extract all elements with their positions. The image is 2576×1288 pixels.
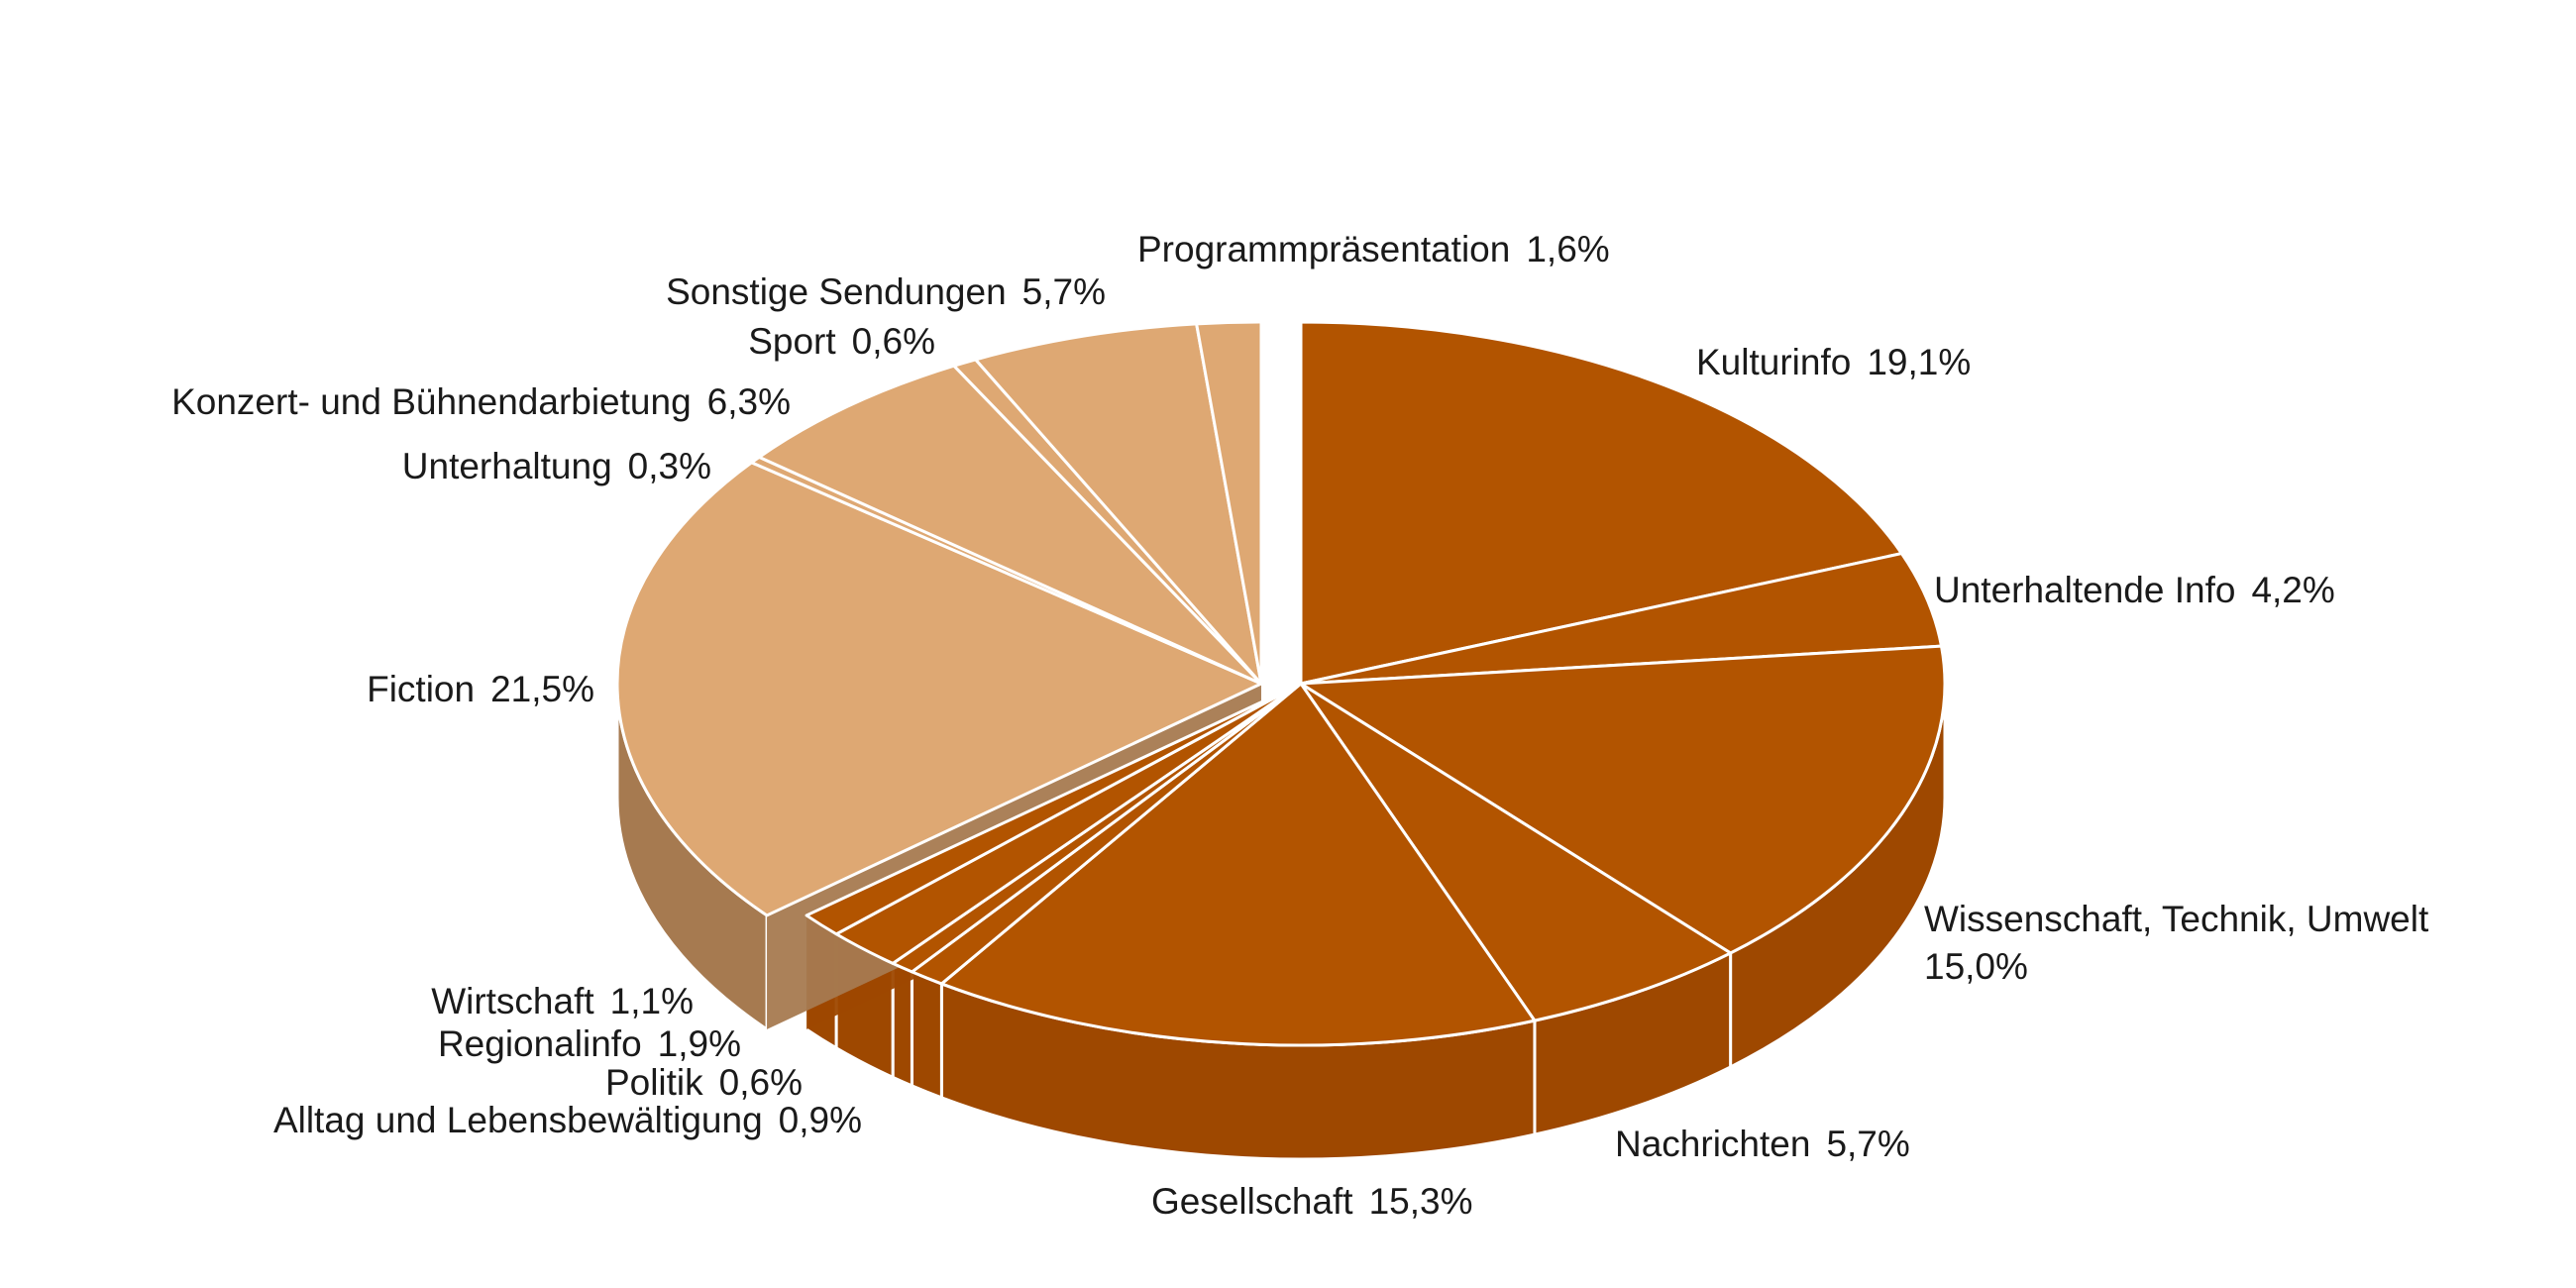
- label-kulturinfo: Kulturinfo 19,1%: [1696, 342, 1971, 382]
- label-politik: Politik 0,6%: [605, 1062, 803, 1103]
- label-name: Sonstige Sendungen: [666, 271, 1007, 312]
- label-value: 0,6%: [719, 1062, 803, 1103]
- label-nachrichten: Nachrichten 5,7%: [1615, 1124, 1910, 1164]
- label-value: 15,3%: [1369, 1181, 1473, 1222]
- label-unterhaltung: Unterhaltung 0,3%: [402, 446, 711, 486]
- label-value: 5,7%: [1826, 1124, 1909, 1164]
- label-fiction: Fiction 21,5%: [367, 669, 594, 709]
- label-name: Fiction: [367, 669, 475, 709]
- slice-gesellschaft: [939, 682, 1537, 1047]
- slice-kulturinfo: [1299, 320, 1903, 686]
- label-name: Gesellschaft: [1151, 1181, 1353, 1222]
- label-value: 1,1%: [610, 981, 694, 1021]
- label-value: 0,9%: [779, 1100, 862, 1140]
- label-value: 1,6%: [1526, 229, 1609, 269]
- slice-nachrichten: [1299, 682, 1733, 1022]
- label-wirtschaft: Wirtschaft 1,1%: [431, 981, 694, 1021]
- label-sonstige-sendungen: Sonstige Sendungen 5,7%: [666, 271, 1106, 312]
- label-name: Politik: [605, 1062, 703, 1103]
- label-name: Programmpräsentation: [1137, 229, 1510, 269]
- label-name: Alltag und Lebensbewältigung: [273, 1100, 763, 1140]
- pie-slices: [615, 320, 1947, 1047]
- label-name: Unterhaltende Info: [1934, 570, 2235, 610]
- slice-wirtschaft: [805, 682, 1303, 936]
- label-unterhaltende-info: Unterhaltende Info 4,2%: [1934, 570, 2335, 610]
- slice-konzert-und-buehnendarbietung: [757, 364, 1263, 686]
- label-name: Wissenschaft, Technik, Umwelt: [1924, 899, 2429, 939]
- label-name: Regionalinfo: [438, 1023, 642, 1064]
- slice-wissenschaft-technik-umwelt: [1299, 644, 1947, 955]
- label-regionalinfo: Regionalinfo 1,9%: [438, 1023, 741, 1064]
- label-name: Sport: [748, 321, 836, 362]
- label-alltag-und-lebensbewaeltigung: Alltag und Lebensbewältigung 0,9%: [273, 1100, 862, 1140]
- slice-fiction: [615, 461, 1263, 917]
- label-value: 19,1%: [1867, 342, 1971, 382]
- slice-programmpraesentation: [1195, 320, 1263, 686]
- label-value: 1,9%: [658, 1023, 741, 1064]
- label-name: Unterhaltung: [402, 446, 612, 486]
- label-name: Kulturinfo: [1696, 342, 1851, 382]
- slice-unterhaltende-info: [1299, 552, 1943, 686]
- label-value: 5,7%: [1022, 271, 1106, 312]
- label-sport: Sport 0,6%: [748, 321, 935, 362]
- label-value: 21,5%: [490, 669, 594, 709]
- label-value: 0,3%: [628, 446, 711, 486]
- label-gesellschaft: Gesellschaft 15,3%: [1151, 1181, 1473, 1222]
- label-konzert-und-buehnendarbietung: Konzert- und Bühnendarbietung 6,3%: [171, 381, 791, 422]
- label-name: Nachrichten: [1615, 1124, 1810, 1164]
- label-value: 6,3%: [707, 381, 791, 422]
- label-wissenschaft-technik-umwelt: Wissenschaft, Technik, Umwelt 15,0%: [1924, 899, 2429, 987]
- slice-side-alltag-und-lebensbewaeltigung: [910, 970, 943, 1100]
- label-value: 4,2%: [2251, 570, 2334, 610]
- slice-labels: Kulturinfo 19,1% Unterhaltende Info 4,2% Wis…: [171, 229, 2429, 1222]
- label-value: 15,0%: [1924, 946, 2028, 987]
- label-programmpraesentation: Programmpräsentation 1,6%: [1137, 229, 1610, 269]
- label-name: Konzert- und Bühnendarbietung: [171, 381, 692, 422]
- label-name: Wirtschaft: [431, 981, 594, 1021]
- slice-sonstige-sendungen: [974, 322, 1263, 686]
- label-value: 0,6%: [852, 321, 935, 362]
